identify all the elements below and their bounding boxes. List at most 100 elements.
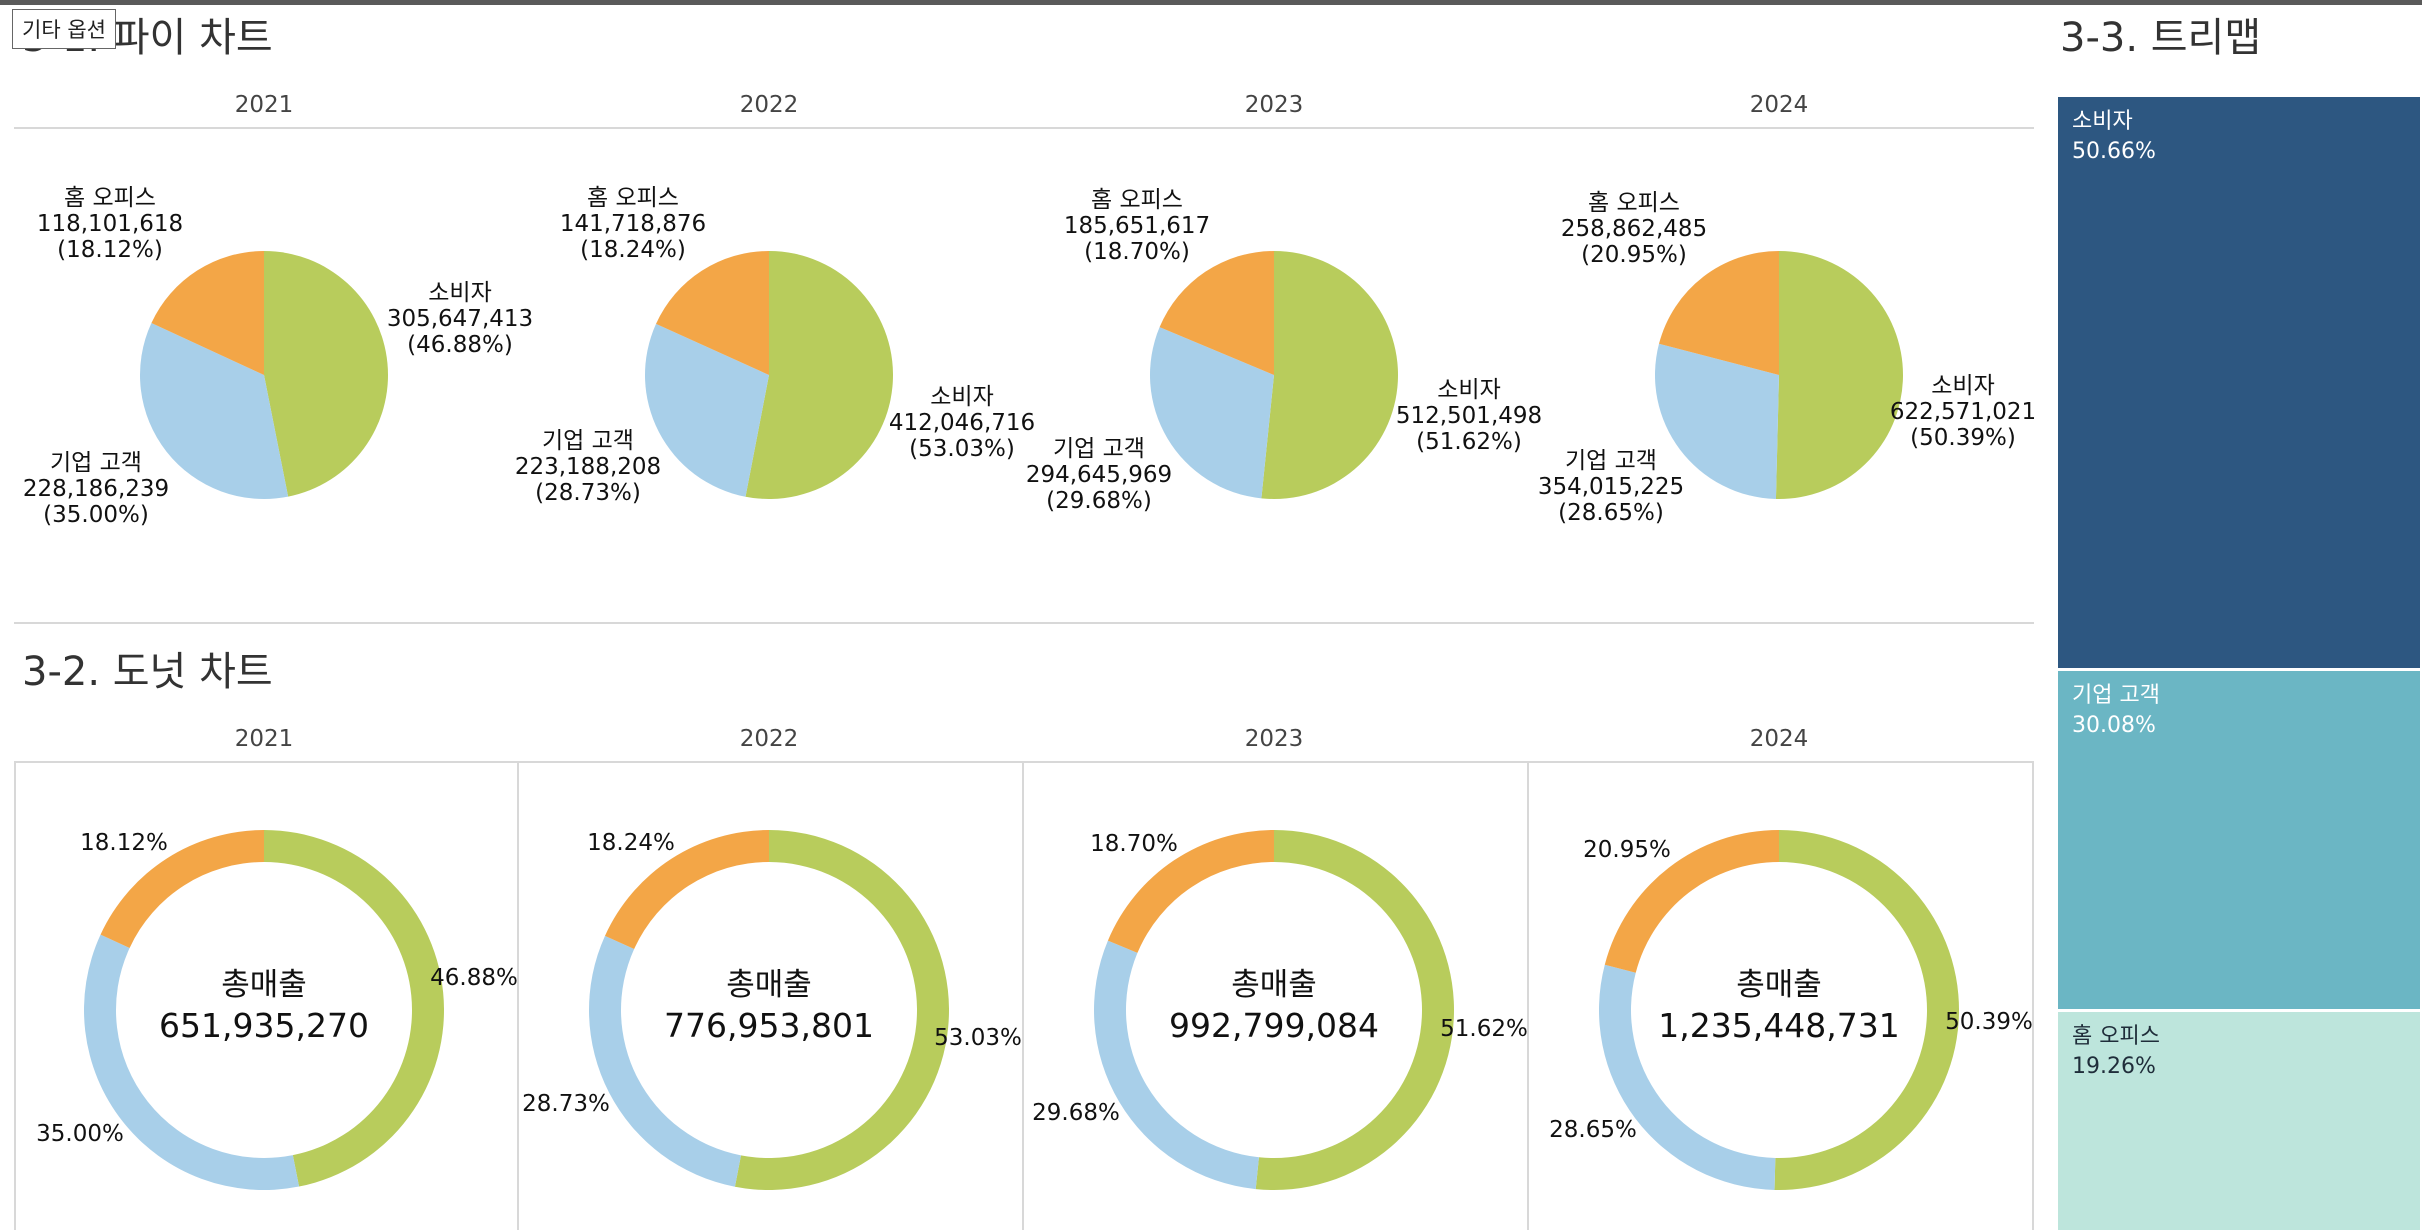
donut-segment-corporate-2024[interactable] [1599, 964, 1776, 1190]
pie-value-consumer-2024: 622,571,021 [1889, 399, 2037, 425]
pie-category-consumer-2022: 소비자 [930, 384, 994, 410]
donut-segment-home-office-2022[interactable] [604, 830, 769, 950]
donut-pct-corporate-2022: 28.73% [522, 1091, 610, 1117]
donut-center-total-2021: 651,935,270 [159, 1006, 369, 1045]
pie-percent-consumer-2021: (46.88%) [407, 332, 513, 358]
donut-header-divider [14, 761, 2034, 763]
pie-slice-corporate-2024[interactable] [1655, 343, 1779, 499]
pie-label-home-office-2022: 홈 오피스 141,718,876 (18.24%) [513, 185, 753, 263]
treemap-percent-home-office: 19.26% [2072, 1053, 2156, 1079]
pie-category-corporate-2024: 기업 고객 [1565, 448, 1657, 474]
pie-percent-home-office-2024: (20.95%) [1581, 242, 1687, 268]
donut-segment-corporate-2023[interactable] [1094, 940, 1259, 1190]
donut-center-total-2022: 776,953,801 [664, 1006, 874, 1045]
donut-panel-divider-3 [1527, 761, 1529, 1230]
pie-category-home-office-2021: 홈 오피스 [64, 185, 156, 211]
pie-slice-home-office-2021[interactable] [151, 251, 264, 375]
pie-slice-home-office-2022[interactable] [656, 251, 769, 375]
donut-segment-home-office-2021[interactable] [100, 830, 264, 948]
donut-pct-home-office-2022: 18.24% [587, 830, 675, 856]
pie-percent-consumer-2023: (51.62%) [1416, 429, 1522, 455]
pie-category-consumer-2021: 소비자 [428, 280, 492, 306]
donut-pct-corporate-2024: 28.65% [1549, 1117, 1637, 1143]
pie-value-home-office-2023: 185,651,617 [1063, 213, 1211, 239]
donut-panel-border-left [14, 761, 16, 1230]
pie-value-corporate-2023: 294,645,969 [1025, 462, 1173, 488]
pie-slice-consumer-2023[interactable] [1261, 251, 1398, 499]
pie-value-corporate-2021: 228,186,239 [22, 476, 170, 502]
pie-percent-corporate-2022: (28.73%) [535, 480, 641, 506]
pie-value-home-office-2022: 141,718,876 [559, 211, 707, 237]
donut-center-2022: 총매출 776,953,801 [589, 965, 949, 1047]
pie-label-home-office-2024: 홈 오피스 258,862,485 (20.95%) [1514, 190, 1754, 268]
donut-panel-border-right [2032, 761, 2034, 1230]
donut-center-title-2021: 총매출 [221, 967, 307, 1003]
treemap-chart: 소비자 50.66% 기업 고객 30.08% 홈 오피스 19.26% [2058, 97, 2420, 1230]
donut-center-2024: 총매출 1,235,448,731 [1599, 965, 1959, 1047]
pie-slice-corporate-2022[interactable] [645, 323, 769, 497]
pie-slice-consumer-2024[interactable] [1775, 251, 1903, 499]
pie-slice-consumer-2022[interactable] [745, 251, 893, 499]
pie-label-corporate-2022: 기업 고객 223,188,208 (28.73%) [468, 428, 708, 506]
section-divider [14, 622, 2034, 624]
donut-section-title: 3-2. 도넛 차트 [22, 649, 273, 695]
donut-center-title-2024: 총매출 [1736, 967, 1822, 1003]
window-top-bar [0, 0, 2422, 5]
pie-year-label-2022: 2022 [739, 92, 799, 118]
donut-pct-consumer-2022: 53.03% [934, 1025, 1022, 1051]
pie-slice-corporate-2023[interactable] [1149, 327, 1274, 499]
pie-value-corporate-2024: 354,015,225 [1537, 474, 1685, 500]
pie-category-home-office-2022: 홈 오피스 [587, 185, 679, 211]
more-options-tooltip[interactable]: 기타 옵션 [12, 9, 116, 49]
donut-segment-consumer-2024[interactable] [1774, 830, 1960, 1190]
donut-segment-consumer-2023[interactable] [1255, 830, 1454, 1190]
pie-percent-home-office-2021: (18.12%) [57, 237, 163, 263]
donut-segment-consumer-2021[interactable] [264, 830, 444, 1187]
donut-pct-corporate-2023: 29.68% [1032, 1100, 1120, 1126]
pie-value-corporate-2022: 223,188,208 [514, 454, 662, 480]
treemap-section-title: 3-3. 트리맵 [2060, 15, 2262, 61]
pie-category-corporate-2021: 기업 고객 [50, 450, 142, 476]
treemap-label-consumer: 소비자 [2072, 109, 2133, 134]
donut-pct-consumer-2023: 51.62% [1440, 1016, 1528, 1042]
donut-center-total-2024: 1,235,448,731 [1658, 1006, 1900, 1045]
treemap-cell-consumer[interactable]: 소비자 50.66% [2058, 97, 2420, 668]
donut-segment-home-office-2023[interactable] [1107, 830, 1274, 953]
pie-slice-consumer-2021[interactable] [264, 251, 388, 497]
donut-segment-home-office-2024[interactable] [1604, 830, 1779, 973]
donut-segment-corporate-2021[interactable] [84, 934, 300, 1190]
pie-value-home-office-2024: 258,862,485 [1560, 216, 1708, 242]
donut-center-title-2022: 총매출 [726, 967, 812, 1003]
pie-slice-corporate-2021[interactable] [140, 323, 289, 499]
donut-center-title-2023: 총매출 [1231, 967, 1317, 1003]
pie-header-divider [14, 127, 2034, 129]
donut-center-total-2023: 992,799,084 [1169, 1006, 1379, 1045]
donut-year-label-2021: 2021 [234, 726, 294, 752]
donut-center-2021: 총매출 651,935,270 [84, 965, 444, 1047]
donut-panel-divider-1 [517, 761, 519, 1230]
pie-value-consumer-2021: 305,647,413 [386, 306, 534, 332]
pie-percent-corporate-2021: (35.00%) [43, 502, 149, 528]
donut-chart-plot [84, 830, 1960, 1190]
pie-slice-home-office-2024[interactable] [1658, 251, 1779, 375]
pie-percent-consumer-2022: (53.03%) [909, 436, 1015, 462]
pie-year-label-2023: 2023 [1244, 92, 1304, 118]
donut-segment-corporate-2022[interactable] [589, 935, 741, 1187]
treemap-cell-corporate[interactable]: 기업 고객 30.08% [2058, 670, 2420, 1009]
pie-category-consumer-2024: 소비자 [1931, 373, 1995, 399]
pie-category-corporate-2022: 기업 고객 [542, 428, 634, 454]
pie-value-consumer-2022: 412,046,716 [888, 410, 1036, 436]
donut-pct-corporate-2021: 35.00% [36, 1121, 124, 1147]
donut-segment-consumer-2022[interactable] [734, 830, 950, 1190]
pie-slice-home-office-2023[interactable] [1159, 251, 1274, 375]
treemap-label-corporate: 기업 고객 [2072, 682, 2160, 708]
pie-label-corporate-2023: 기업 고객 294,645,969 (29.68%) [979, 436, 1219, 514]
treemap-label-home-office: 홈 오피스 [2072, 1023, 2160, 1049]
pie-label-consumer-2024: 소비자 622,571,021 (50.39%) [1843, 373, 2083, 451]
treemap-percent-consumer: 50.66% [2072, 139, 2156, 164]
pie-label-corporate-2021: 기업 고객 228,186,239 (35.00%) [0, 450, 216, 528]
donut-pct-consumer-2021: 46.88% [430, 965, 518, 991]
donut-pct-consumer-2024: 50.39% [1945, 1009, 2033, 1035]
treemap-cell-home-office[interactable]: 홈 오피스 19.26% [2058, 1011, 2420, 1230]
pie-label-consumer-2023: 소비자 512,501,498 (51.62%) [1349, 377, 1589, 455]
